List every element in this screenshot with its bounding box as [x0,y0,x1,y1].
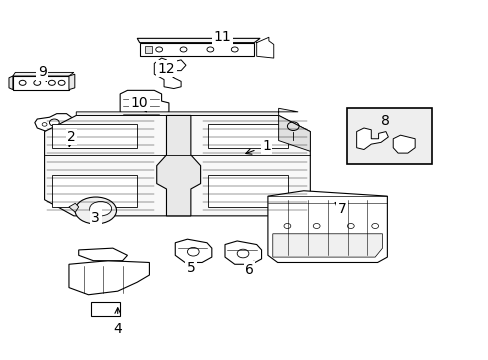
Polygon shape [154,58,185,89]
Text: 5: 5 [186,261,195,275]
Ellipse shape [75,197,116,224]
Text: 2: 2 [67,130,76,147]
Polygon shape [267,191,386,262]
Polygon shape [356,128,387,149]
Bar [91,302,120,316]
Ellipse shape [89,202,111,216]
Text: 12: 12 [157,62,175,77]
Polygon shape [35,114,74,132]
Text: 9: 9 [38,66,46,81]
Bar [346,108,431,164]
Polygon shape [76,108,298,116]
Polygon shape [140,42,254,56]
Polygon shape [44,116,310,216]
Polygon shape [144,45,152,53]
Polygon shape [175,239,211,262]
Polygon shape [13,72,74,76]
Text: 10: 10 [131,96,148,112]
Polygon shape [13,76,69,90]
Text: 6: 6 [244,261,253,276]
Text: 11: 11 [213,30,231,44]
Polygon shape [272,234,382,257]
Bar [52,175,137,207]
Text: 8: 8 [381,114,389,128]
Polygon shape [157,116,200,216]
Polygon shape [69,203,79,212]
Text: 1: 1 [245,139,270,154]
Polygon shape [69,74,75,90]
Polygon shape [69,261,149,295]
Text: 7: 7 [335,202,346,216]
Polygon shape [9,76,13,90]
Polygon shape [278,116,310,151]
Polygon shape [137,39,260,42]
Polygon shape [224,241,261,264]
Polygon shape [392,135,414,153]
Text: 4: 4 [113,308,122,336]
Text: 3: 3 [91,211,102,225]
Polygon shape [120,90,168,121]
Polygon shape [79,248,127,261]
Bar [207,175,288,207]
Bar [52,125,137,148]
Bar [207,125,288,148]
